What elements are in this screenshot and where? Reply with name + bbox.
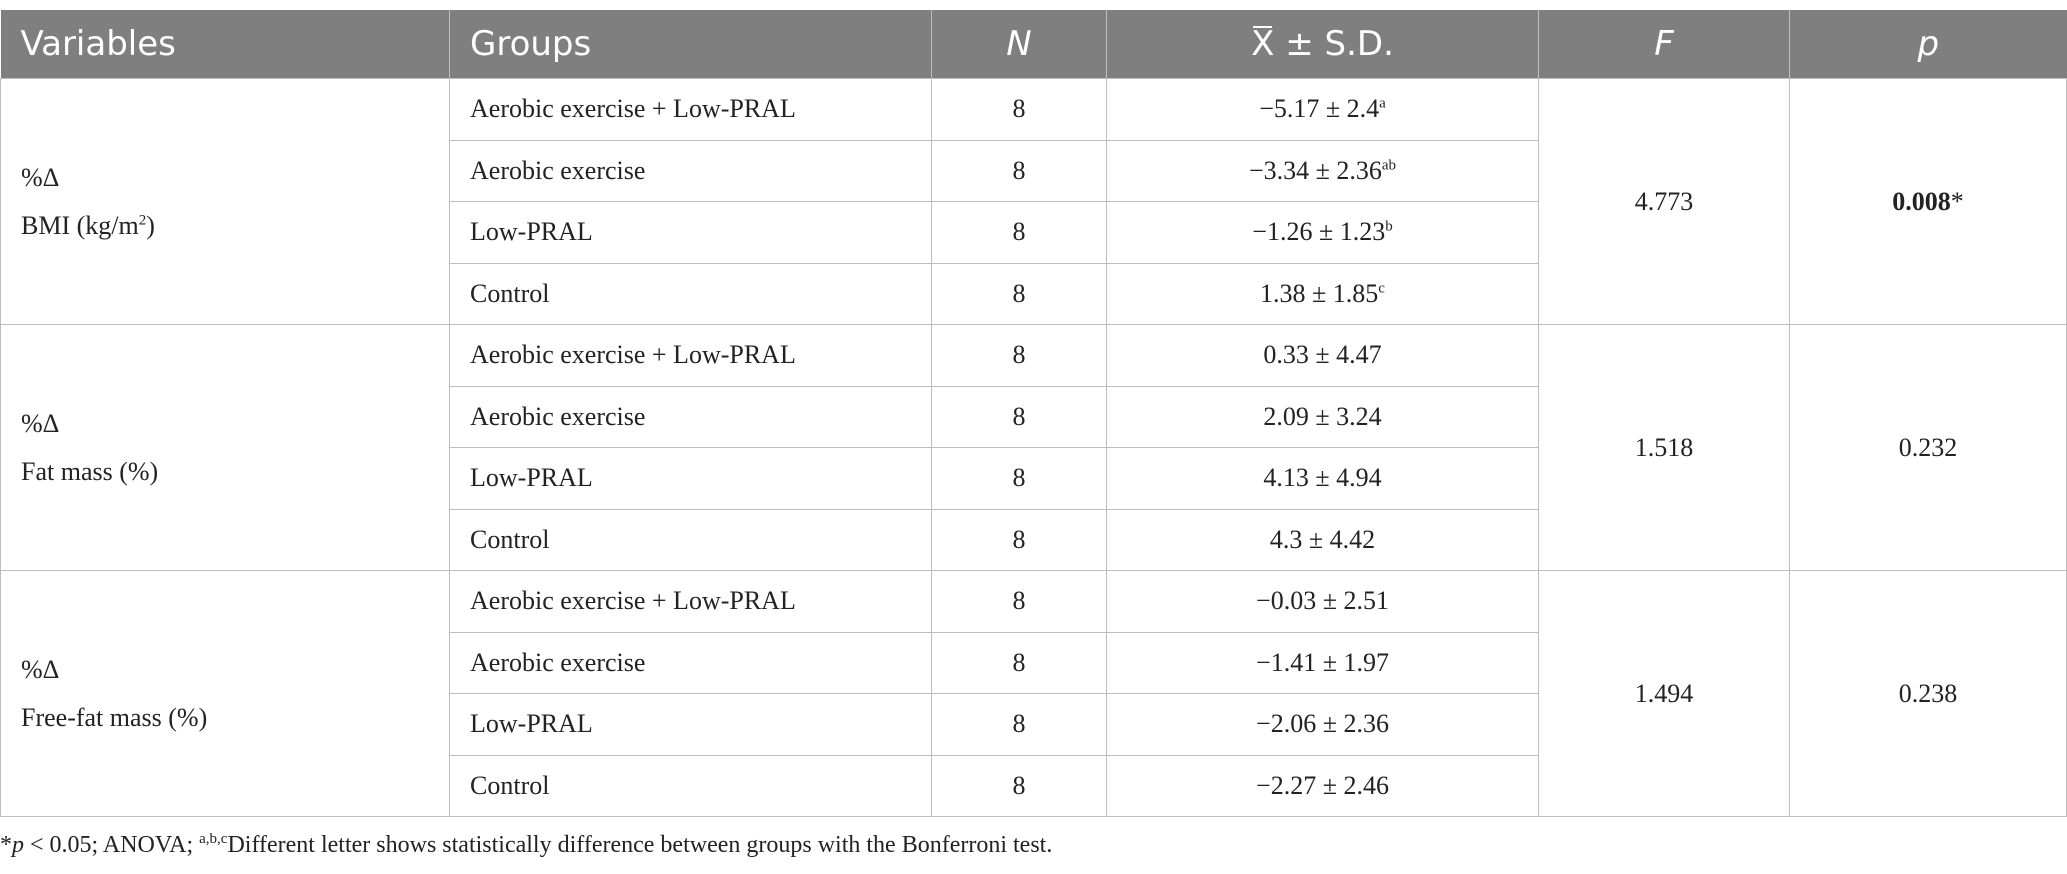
variable-cell: %Δ Fat mass (%): [0, 324, 450, 571]
variable-delta: %Δ: [21, 654, 60, 684]
header-row: Variables Groups N X ± S.D. F p: [0, 10, 2067, 79]
header-mean-sd: X ± S.D.: [1106, 10, 1539, 79]
mean-sd-cell: −2.06 ± 2.36: [1106, 693, 1539, 756]
group-cell: Control: [449, 262, 932, 325]
table-row: Aerobic exercise 8 −3.34 ± 2.36ab: [1, 139, 2067, 202]
table-row: Aerobic exercise 8 2.09 ± 3.24: [1, 385, 2067, 448]
f-cell: 4.773: [1538, 78, 1790, 325]
n-cell: 8: [931, 262, 1107, 325]
mean-sd-cell: 2.09 ± 3.24: [1106, 385, 1539, 448]
group-cell: Low-PRAL: [449, 201, 932, 264]
variable-name: BMI (kg/m2): [21, 210, 155, 240]
mean-symbol: X: [1251, 24, 1275, 64]
header-n: N: [931, 10, 1107, 79]
group-cell: Control: [449, 508, 932, 571]
group-cell: Low-PRAL: [449, 447, 932, 510]
n-cell: 8: [931, 631, 1107, 694]
variable-cell: %Δ Free-fat mass (%): [0, 570, 450, 817]
table-row: Control 8 −2.27 ± 2.46: [1, 754, 2067, 817]
n-cell: 8: [931, 508, 1107, 571]
mean-sd-cell: −5.17 ± 2.4a: [1106, 78, 1539, 141]
header-f: F: [1538, 10, 1790, 79]
n-cell: 8: [931, 447, 1107, 510]
variable-cell: %Δ BMI (kg/m2): [0, 78, 450, 325]
n-cell: 8: [931, 570, 1107, 633]
header-groups: Groups: [449, 10, 932, 79]
f-cell: 1.494: [1538, 570, 1790, 817]
group-cell: Low-PRAL: [449, 693, 932, 756]
variable-delta: %Δ: [21, 408, 60, 438]
f-cell: 1.518: [1538, 324, 1790, 571]
sd-label: ± S.D.: [1274, 24, 1394, 64]
mean-sd-cell: −1.26 ± 1.23b: [1106, 201, 1539, 264]
mean-sd-cell: 0.33 ± 4.47: [1106, 324, 1539, 387]
p-cell: 0.232: [1789, 324, 2067, 571]
table-row: %Δ BMI (kg/m2) Aerobic exercise + Low-PR…: [0, 78, 2067, 325]
table-row: Low-PRAL 8 4.13 ± 4.94: [1, 447, 2067, 510]
p-cell: 0.008*: [1789, 78, 2067, 325]
group-cell: Aerobic exercise: [449, 385, 932, 448]
mean-sd-cell: −1.41 ± 1.97: [1106, 631, 1539, 694]
table-row: Low-PRAL 8 −1.26 ± 1.23b: [1, 201, 2067, 264]
group-cell: Aerobic exercise + Low-PRAL: [449, 324, 932, 387]
n-cell: 8: [931, 139, 1107, 202]
results-table: Variables Groups N X ± S.D. F p %Δ BMI (…: [0, 10, 2067, 817]
table-container: Variables Groups N X ± S.D. F p %Δ BMI (…: [0, 10, 2067, 817]
table-row: %Δ Fat mass (%) Aerobic exercise + Low-P…: [0, 324, 2067, 571]
mean-sd-cell: 1.38 ± 1.85c: [1106, 262, 1539, 325]
table-row: %Δ Free-fat mass (%) Aerobic exercise + …: [0, 570, 2067, 817]
n-cell: 8: [931, 201, 1107, 264]
n-cell: 8: [931, 754, 1107, 817]
variable-name: Free-fat mass (%): [21, 702, 208, 732]
table-row: Control 8 4.3 ± 4.42: [1, 508, 2067, 571]
group-cell: Aerobic exercise: [449, 139, 932, 202]
group-cell: Aerobic exercise + Low-PRAL: [449, 570, 932, 633]
table-footnote: *p < 0.05; ANOVA; a,b,cDifferent letter …: [0, 831, 1053, 859]
n-cell: 8: [931, 693, 1107, 756]
mean-sd-cell: −2.27 ± 2.46: [1106, 754, 1539, 817]
p-cell: 0.238: [1789, 570, 2067, 817]
table-row: Aerobic exercise 8 −1.41 ± 1.97: [1, 631, 2067, 694]
mean-sd-cell: −0.03 ± 2.51: [1106, 570, 1539, 633]
table-row: Control 8 1.38 ± 1.85c: [1, 262, 2067, 325]
header-variables: Variables: [0, 10, 450, 79]
variable-delta: %Δ: [21, 162, 60, 192]
group-cell: Aerobic exercise: [449, 631, 932, 694]
n-cell: 8: [931, 78, 1107, 141]
header-p: p: [1789, 10, 2067, 79]
mean-sd-cell: −3.34 ± 2.36ab: [1106, 139, 1539, 202]
mean-sd-cell: 4.3 ± 4.42: [1106, 508, 1539, 571]
group-cell: Control: [449, 754, 932, 817]
mean-sd-cell: 4.13 ± 4.94: [1106, 447, 1539, 510]
n-cell: 8: [931, 324, 1107, 387]
group-cell: Aerobic exercise + Low-PRAL: [449, 78, 932, 141]
n-cell: 8: [931, 385, 1107, 448]
variable-name: Fat mass (%): [21, 456, 159, 486]
